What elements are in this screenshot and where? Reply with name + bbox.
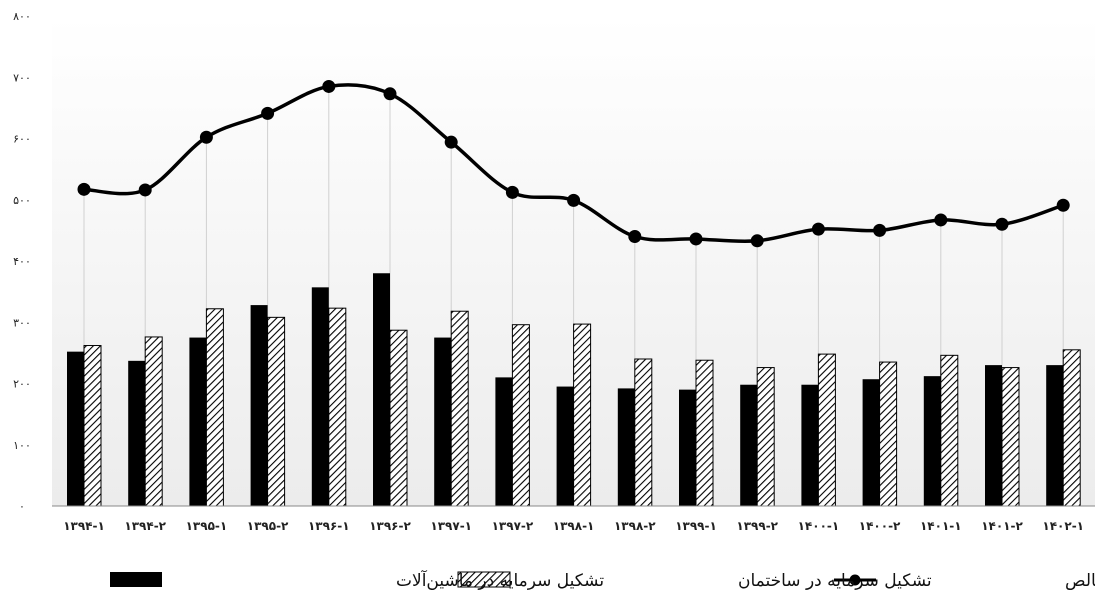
- x-tick-label-8: ۱۳۹۸-۱: [553, 519, 595, 533]
- bar-building-3: [267, 316, 286, 507]
- line-gfcf: [83, 83, 1064, 244]
- point-gfcf-4: [322, 79, 336, 93]
- x-tick-label-4: ۱۳۹۶-۱: [308, 519, 350, 533]
- bar-machinery-0: [67, 351, 84, 506]
- point-gfcf-12: [811, 222, 825, 236]
- bar-machinery-6: [434, 337, 452, 506]
- bar-building-5: [389, 329, 408, 507]
- bar-machinery-13: [862, 379, 880, 506]
- x-tick-label-14: ۱۴۰۱-۱: [920, 519, 962, 533]
- point-gfcf-14: [934, 213, 948, 227]
- bar-machinery-8: [556, 386, 574, 506]
- y-tick-label-1: ۱۰۰: [13, 439, 31, 452]
- bar-machinery-3: [250, 305, 268, 506]
- legend-label-building: تشکیل سرمایه در ساختمان: [738, 571, 932, 591]
- point-gfcf-2: [199, 130, 213, 144]
- legend: تشکیل سرمایه ثابت ناخالص تشکیل سرمایه در…: [110, 569, 1095, 591]
- bar-machinery-16: [1046, 365, 1064, 506]
- bar-building-1: [144, 336, 163, 507]
- bars: [67, 273, 1081, 507]
- point-gfcf-10: [689, 232, 703, 246]
- point-gfcf-15: [995, 217, 1009, 231]
- bar-building-16: [1062, 349, 1081, 507]
- bar-building-7: [511, 324, 530, 507]
- x-tick-label-9: ۱۳۹۸-۲: [614, 519, 656, 533]
- bar-machinery-12: [801, 384, 819, 506]
- bar-building-13: [879, 361, 898, 507]
- point-gfcf-11: [750, 234, 764, 248]
- point-gfcf-13: [873, 223, 887, 237]
- y-tick-label-3: ۳۰۰: [13, 316, 31, 329]
- bar-machinery-1: [128, 360, 146, 506]
- x-tick-label-12: ۱۴۰۰-۱: [798, 519, 840, 533]
- y-tick-label-6: ۶۰۰: [13, 133, 31, 146]
- bar-machinery-9: [617, 388, 635, 506]
- x-tick-label-5: ۱۳۹۶-۲: [369, 519, 411, 533]
- y-tick-label-4: ۴۰۰: [13, 255, 31, 268]
- point-gfcf-6: [444, 135, 458, 149]
- bar-building-11: [756, 367, 775, 507]
- bar-building-8: [573, 323, 592, 507]
- y-tick-label-7: ۷۰۰: [13, 71, 31, 84]
- bar-building-14: [940, 354, 959, 507]
- x-tick-label-7: ۱۳۹۷-۲: [492, 519, 534, 533]
- x-tick-label-15: ۱۴۰۱-۲: [981, 519, 1023, 533]
- legend-label-machinery: تشکیل سرمایه در ماشین‌آلات: [396, 569, 604, 591]
- bar-machinery-15: [985, 365, 1002, 506]
- x-tick-label-2: ۱۳۹۵-۱: [186, 519, 228, 533]
- point-gfcf-3: [261, 106, 275, 120]
- x-tick-label-13: ۱۴۰۰-۲: [859, 519, 901, 533]
- point-gfcf-0: [77, 182, 91, 196]
- bar-building-6: [450, 310, 469, 507]
- point-gfcf-16: [1056, 198, 1070, 212]
- legend-label-line: تشکیل سرمایه ثابت ناخالص: [1065, 571, 1095, 591]
- y-tick-label-0: ۰: [19, 500, 25, 513]
- bar-machinery-4: [311, 287, 329, 506]
- x-tick-label-1: ۱۳۹۴-۲: [124, 519, 166, 533]
- point-gfcf-8: [567, 193, 581, 207]
- y-tick-label-8: ۸۰۰: [13, 10, 31, 23]
- line-series: [77, 79, 1070, 248]
- point-gfcf-5: [383, 87, 397, 101]
- point-gfcf-7: [505, 185, 519, 199]
- bar-machinery-11: [740, 384, 758, 506]
- bar-machinery-14: [923, 376, 941, 506]
- bar-building-9: [634, 358, 653, 507]
- legend-swatch-machinery: [110, 572, 162, 587]
- y-tick-label-5: ۵۰۰: [13, 194, 31, 207]
- x-tick-label-6: ۱۳۹۷-۱: [430, 519, 472, 533]
- bar-building-10: [695, 359, 714, 507]
- x-tick-label-11: ۱۳۹۹-۲: [736, 519, 778, 533]
- x-axis-ticks: ۱۳۹۴-۱ ۱۳۹۴-۲ ۱۳۹۵-۱ ۱۳۹۵-۲ ۱۳۹۶-۱ ۱۳۹۶-۲ ۱۳۹۷…: [63, 519, 1084, 533]
- bar-building-0: [83, 345, 102, 507]
- y-axis-ticks: ۰ ۱۰۰ ۲۰۰ ۳۰۰ ۴۰۰ ۵۰۰ ۶۰۰ ۷۰۰ ۸۰۰: [13, 10, 31, 513]
- bar-building-2: [205, 308, 224, 507]
- x-tick-label-0: ۱۳۹۴-۱: [63, 519, 105, 533]
- bar-building-12: [817, 353, 836, 507]
- x-tick-label-16: ۱۴۰۲-۱: [1042, 519, 1084, 533]
- bar-machinery-5: [373, 273, 390, 506]
- point-gfcf-1: [138, 183, 152, 197]
- bar-machinery-2: [189, 337, 207, 506]
- legend-swatch-building: [457, 571, 511, 588]
- bar-building-15: [1001, 367, 1020, 507]
- legend-line-marker: [849, 574, 861, 586]
- bar-machinery-7: [495, 377, 513, 506]
- x-tick-label-10: ۱۳۹۹-۱: [675, 519, 717, 533]
- y-tick-label-2: ۲۰۰: [13, 378, 31, 391]
- x-tick-label-3: ۱۳۹۵-۲: [247, 519, 289, 533]
- bar-building-4: [328, 307, 347, 507]
- point-gfcf-9: [628, 230, 642, 243]
- bar-machinery-10: [679, 389, 696, 506]
